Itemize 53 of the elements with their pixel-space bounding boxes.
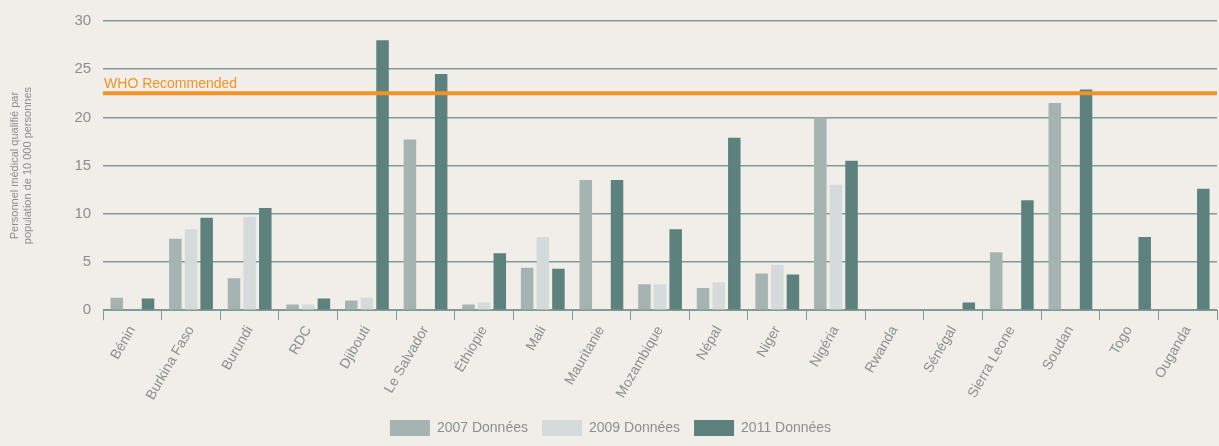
- bar: [286, 304, 299, 310]
- y-tick-label: 0: [82, 300, 92, 318]
- bar: [1048, 102, 1062, 310]
- bar: [845, 160, 858, 310]
- bar: [712, 282, 725, 310]
- y-tick-label: 25: [74, 59, 92, 77]
- bar: [200, 217, 213, 310]
- bar: [493, 253, 507, 310]
- bar: [302, 304, 315, 310]
- legend-label: 2007 Données: [436, 418, 528, 435]
- bar: [110, 297, 124, 310]
- bar: [259, 208, 272, 310]
- bar: [552, 268, 565, 310]
- bar: [610, 180, 624, 310]
- bar: [345, 300, 358, 310]
- y-axis-title: Personnel médical qualifié par population de 10 000 personnes: [7, 86, 33, 245]
- bar: [477, 302, 491, 310]
- bar: [653, 284, 667, 310]
- bar: [669, 229, 682, 310]
- y-tick-label: 20: [74, 107, 92, 125]
- legend-label: 2009 Données: [588, 418, 681, 435]
- bar: [1079, 89, 1093, 310]
- bar: [989, 252, 1003, 310]
- bar: [771, 264, 784, 310]
- bar: [434, 74, 448, 310]
- bar: [360, 297, 374, 310]
- bar: [169, 238, 182, 310]
- bar: [227, 278, 241, 310]
- bar: [814, 117, 827, 310]
- bar: [728, 137, 741, 310]
- bar: [962, 302, 976, 310]
- bar: [376, 40, 389, 310]
- bar: [243, 216, 256, 310]
- bar: [786, 274, 800, 310]
- bar: [829, 184, 843, 310]
- ref-line-label: WHO Recommended: [104, 75, 238, 92]
- bar: [520, 267, 534, 310]
- bar: [638, 284, 651, 310]
- y-tick-label: 10: [74, 203, 92, 221]
- bar: [755, 273, 768, 310]
- bar: [1197, 188, 1210, 310]
- bar: [462, 304, 475, 310]
- bar: [579, 180, 593, 310]
- y-tick-label: 30: [74, 11, 92, 29]
- bar: [184, 229, 198, 310]
- bar: [536, 236, 550, 310]
- bar: [403, 139, 417, 310]
- bar: [1138, 236, 1151, 310]
- y-tick-label: 15: [74, 155, 92, 173]
- legend-label: 2011 Données: [741, 418, 832, 435]
- y-tick-label: 5: [82, 252, 92, 270]
- bar: [696, 288, 710, 310]
- bar: [1021, 200, 1034, 310]
